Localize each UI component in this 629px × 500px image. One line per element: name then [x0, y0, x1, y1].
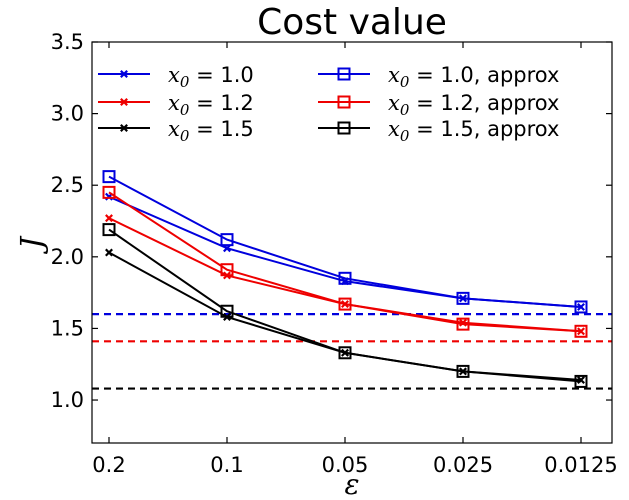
- legend-entry-2: x0 = 1.5: [98, 117, 254, 145]
- data-point-s1-p3-stroke-b: [459, 318, 467, 327]
- legend-label-3: x0 = 1.0, approx: [388, 63, 559, 91]
- data-point-s3-p0: [102, 170, 116, 184]
- data-point-s5-p4: [574, 374, 588, 388]
- legend-entry-0: x0 = 1.0: [98, 63, 254, 91]
- legend-label-sub-0: 0: [180, 73, 190, 91]
- legend-entry-5: x0 = 1.5, approx: [318, 117, 559, 145]
- y-tick-label-4: 3.0: [51, 102, 84, 126]
- y-tick-label-5: 3.5: [51, 30, 84, 54]
- y-tick-label-1: 1.5: [51, 316, 84, 340]
- data-point-s3-p2: [338, 271, 352, 285]
- x-tick-label-3: 0.025: [433, 453, 493, 477]
- legend-marker-2-stroke-b: [120, 124, 128, 132]
- data-point-s3-p3: [456, 291, 470, 305]
- legend-entry-3: x0 = 1.0, approx: [318, 63, 559, 91]
- legend-label-rest-2: = 1.5: [189, 117, 253, 141]
- legend-entry-4: x0 = 1.2, approx: [318, 91, 559, 119]
- data-point-s2-p0-stroke-b: [105, 248, 113, 257]
- data-point-s1-p0: [105, 214, 113, 223]
- legend-marker-4: [337, 95, 351, 109]
- legend-marker-0: [120, 70, 128, 78]
- series-line-3: [108, 175, 582, 308]
- x-tick-label-0: 0.2: [92, 453, 125, 477]
- legend-label-var-2: x: [168, 117, 180, 141]
- y-tick-label-0: 1.0: [51, 388, 84, 412]
- series-line-2: [108, 251, 582, 381]
- x-axis-label: ε: [344, 468, 359, 500]
- plot-area: 0.2 0.1 0.05 0.025 0.0125 1.0 1.5 2.0 2.5 3.0 3.5: [51, 30, 618, 477]
- y-tick-label-3: 2.5: [51, 173, 84, 197]
- data-point-s2-p0: [105, 248, 113, 257]
- axes-frame: [91, 41, 613, 444]
- data-point-s4-p3: [456, 317, 470, 331]
- legend-marker-5: [337, 121, 351, 135]
- legend-label-sub-2: 0: [180, 127, 190, 145]
- legend-label-4: x0 = 1.2, approx: [388, 91, 559, 119]
- legend-label-sub-5: 0: [400, 127, 410, 145]
- data-point-s4-p1: [220, 263, 234, 277]
- legend-label-rest-0: = 1.0: [189, 63, 253, 87]
- legend-label-var-5: x: [388, 117, 400, 141]
- data-point-s4-p4: [574, 324, 588, 338]
- y-tick-label-2: 2.0: [51, 245, 84, 269]
- legend-label-rest-1: = 1.2: [189, 91, 253, 115]
- data-point-s5-p0: [102, 223, 116, 237]
- legend-label-var-4: x: [388, 91, 400, 115]
- chart-title: Cost value: [257, 2, 447, 43]
- data-point-s5-p3: [456, 364, 470, 378]
- legend-marker-3: [337, 67, 351, 81]
- legend-marker-1: [120, 98, 128, 106]
- series-line-5: [108, 228, 582, 383]
- legend-label-2: x0 = 1.5: [168, 117, 254, 145]
- data-point-s3-p1: [220, 233, 234, 247]
- legend-label-5: x0 = 1.5, approx: [388, 117, 559, 145]
- legend-label-rest-4: = 1.2, approx: [409, 91, 559, 115]
- x-tick-label-1: 0.1: [210, 453, 243, 477]
- data-point-s4-p0: [102, 185, 116, 199]
- data-point-s3-p4: [574, 300, 588, 314]
- legend-label-0: x0 = 1.0: [168, 63, 254, 91]
- legend-marker-1-stroke-b: [120, 98, 128, 106]
- legend-label-var-0: x: [168, 63, 180, 87]
- legend-marker-2: [120, 124, 128, 132]
- x-tick-label-4: 0.0125: [544, 453, 617, 477]
- legend-label-rest-3: = 1.0, approx: [409, 63, 559, 87]
- legend-label-1: x0 = 1.2: [168, 91, 254, 119]
- legend-label-sub-3: 0: [400, 73, 410, 91]
- legend-label-var-1: x: [168, 91, 180, 115]
- legend-label-rest-5: = 1.5, approx: [409, 117, 559, 141]
- data-point-s5-p2: [338, 346, 352, 360]
- x-tick-label-2: 0.05: [322, 453, 369, 477]
- legend: x0 = 1.0x0 = 1.2x0 = 1.5x0 = 1.0, approx…: [98, 63, 559, 145]
- legend-marker-0-stroke-b: [120, 70, 128, 78]
- y-axis-label: J: [15, 235, 50, 255]
- data-point-s5-p1: [220, 304, 234, 318]
- legend-label-sub-4: 0: [400, 101, 410, 119]
- legend-label-sub-1: 0: [180, 101, 190, 119]
- series-line-4: [108, 191, 582, 333]
- legend-label-var-3: x: [388, 63, 400, 87]
- data-point-s1-p0-stroke-b: [105, 214, 113, 223]
- data-point-s4-p2: [338, 297, 352, 311]
- legend-entry-1: x0 = 1.2: [98, 91, 254, 119]
